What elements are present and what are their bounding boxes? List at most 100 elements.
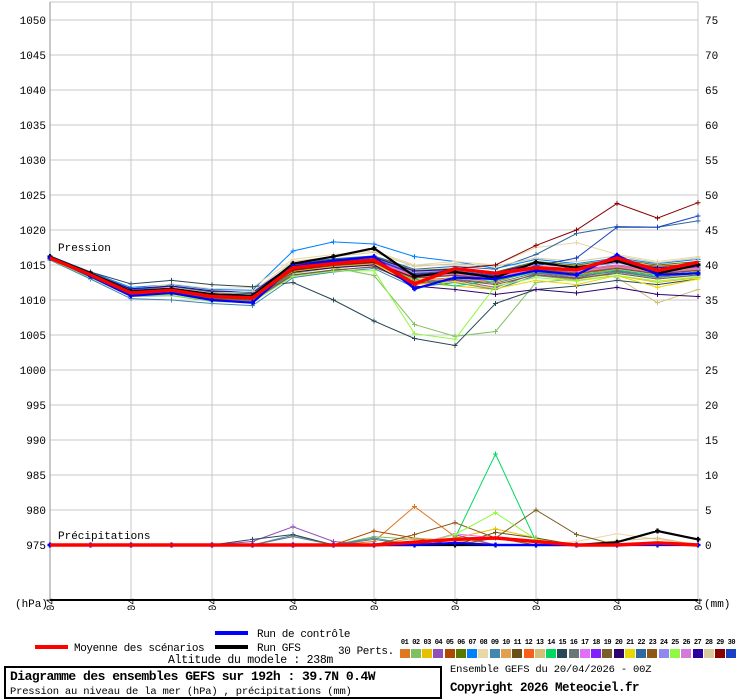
- pert-number: 01: [400, 639, 409, 647]
- pert-color-swatch: [658, 649, 669, 658]
- pert-number: 22: [637, 639, 646, 647]
- date-label: 23/04: [289, 598, 301, 610]
- pert-color-swatch: [467, 649, 478, 658]
- right-tick-label: 10: [705, 471, 718, 483]
- control-legend-swatch: [215, 631, 248, 635]
- pert-number: 14: [547, 639, 555, 647]
- date-label: 25/04: [451, 598, 463, 610]
- pert-number: 27: [693, 639, 702, 647]
- pert-color-swatch: [591, 649, 602, 658]
- pert-cell: 26: [681, 638, 692, 658]
- date-label: 22/04: [208, 598, 220, 610]
- pert-cell: 14: [545, 638, 557, 658]
- pert-color-swatch: [602, 649, 613, 658]
- pert-cell: 23: [647, 638, 658, 658]
- pert-color-swatch: [715, 649, 726, 658]
- gfs-legend-swatch: [215, 645, 248, 649]
- pert-number: 28: [705, 639, 713, 647]
- right-tick-label: 5: [705, 506, 712, 518]
- left-tick-label: 980: [26, 506, 46, 518]
- left-tick-label: 1020: [20, 226, 46, 238]
- pert-color-swatch: [501, 649, 512, 658]
- pert-cell: 16: [568, 638, 579, 658]
- pert-number: 11: [513, 639, 522, 647]
- pert-cell: 19: [602, 638, 613, 658]
- pert-cell: 22: [636, 638, 647, 658]
- pert-cell: 12: [523, 638, 534, 658]
- pert-color-swatch: [726, 649, 737, 658]
- ensemble-mean-pressure-line: [49, 256, 699, 300]
- pert-number: 25: [671, 639, 679, 647]
- date-label: 26/04: [532, 598, 544, 610]
- pert-cell: 01: [399, 638, 410, 658]
- pert-color-strip: 01 02 03 04 05 06 07 08 09 10 11 12 13 14 15 16 17 18 19 20…: [399, 638, 737, 658]
- left-tick-label: 1000: [20, 366, 46, 378]
- left-tick-label: 1045: [20, 51, 46, 63]
- pert-cell: 05: [444, 638, 455, 658]
- pert-number: 02: [412, 639, 420, 647]
- left-tick-label: 1050: [20, 16, 46, 28]
- right-tick-label: 70: [705, 51, 718, 63]
- left-tick-label: 1015: [20, 261, 46, 273]
- pert-number: 07: [468, 639, 477, 647]
- pert-cell: 25: [669, 638, 680, 658]
- pert-color-swatch: [399, 649, 410, 658]
- right-tick-label: 60: [705, 121, 718, 133]
- pert-color-swatch: [534, 649, 545, 658]
- pert-number: 13: [536, 639, 544, 647]
- pert-color-swatch: [579, 649, 590, 658]
- pert-cell: 11: [512, 638, 523, 658]
- pert-cell: 17: [579, 638, 590, 658]
- pert-number: 16: [569, 639, 578, 647]
- date-label: 21/04: [127, 598, 139, 610]
- right-tick-label: 0: [705, 541, 712, 553]
- diagram-title: Diagramme des ensembles GEFS sur 192h : …: [10, 669, 376, 684]
- left-axis-unit: (hPa): [15, 599, 48, 610]
- pert-number: 05: [445, 639, 454, 647]
- right-tick-label: 15: [705, 436, 718, 448]
- pert-number: 20: [614, 639, 623, 647]
- date-label: 27/04: [613, 598, 625, 610]
- left-tick-label: 1005: [20, 331, 46, 343]
- pert-number: 10: [502, 639, 510, 647]
- pert-cell: 08: [478, 638, 489, 658]
- date-label: 24/04: [370, 598, 382, 610]
- pert-color-swatch: [703, 649, 714, 658]
- mean-legend-swatch: [35, 645, 68, 649]
- pert-number: 29: [716, 639, 724, 647]
- pert-color-swatch: [422, 649, 433, 658]
- right-tick-label: 35: [705, 296, 718, 308]
- pert-number: 12: [524, 639, 533, 647]
- pert-color-swatch: [568, 649, 579, 658]
- pert-cell: 20: [613, 638, 624, 658]
- pert-cell: 09: [489, 638, 500, 658]
- perts-count-label: 30 Perts.: [338, 646, 394, 658]
- pert-number: 24: [660, 639, 668, 647]
- pert-cell: 29: [714, 638, 726, 658]
- pert-cell: 28: [703, 638, 714, 658]
- pert-color-swatch: [670, 649, 680, 658]
- pert-number: 19: [603, 639, 612, 647]
- pert-color-swatch: [647, 649, 658, 658]
- pert-color-swatch: [546, 649, 557, 658]
- pert-cell: 24: [658, 638, 669, 658]
- right-tick-label: 40: [705, 261, 718, 273]
- pert-number: 26: [682, 639, 691, 647]
- pert-color-swatch: [444, 649, 455, 658]
- copyright: Copyright 2026 Meteociel.fr: [450, 681, 640, 695]
- left-tick-label: 1025: [20, 191, 46, 203]
- pert-cell: 13: [534, 638, 545, 658]
- pert-color-swatch: [523, 649, 534, 658]
- ensemble-chart: 975 0 980 5 985 10 990 15 995 20 1000 25 1005 30 1010 3…: [15, 1, 730, 631]
- precip-section-label: Précipitations: [58, 531, 150, 543]
- left-tick-label: 1030: [20, 156, 46, 168]
- pert-number: 06: [457, 639, 465, 647]
- pert-color-swatch: [489, 649, 500, 658]
- pert-color-swatch: [512, 649, 523, 658]
- pert-cell: 02: [410, 638, 421, 658]
- pert-color-swatch: [410, 649, 421, 658]
- pert-cell: 27: [692, 638, 703, 658]
- pert-color-swatch: [613, 649, 624, 658]
- pert-number: 30: [727, 639, 736, 647]
- altitude-note: Altitude du modele : 238m: [168, 654, 334, 667]
